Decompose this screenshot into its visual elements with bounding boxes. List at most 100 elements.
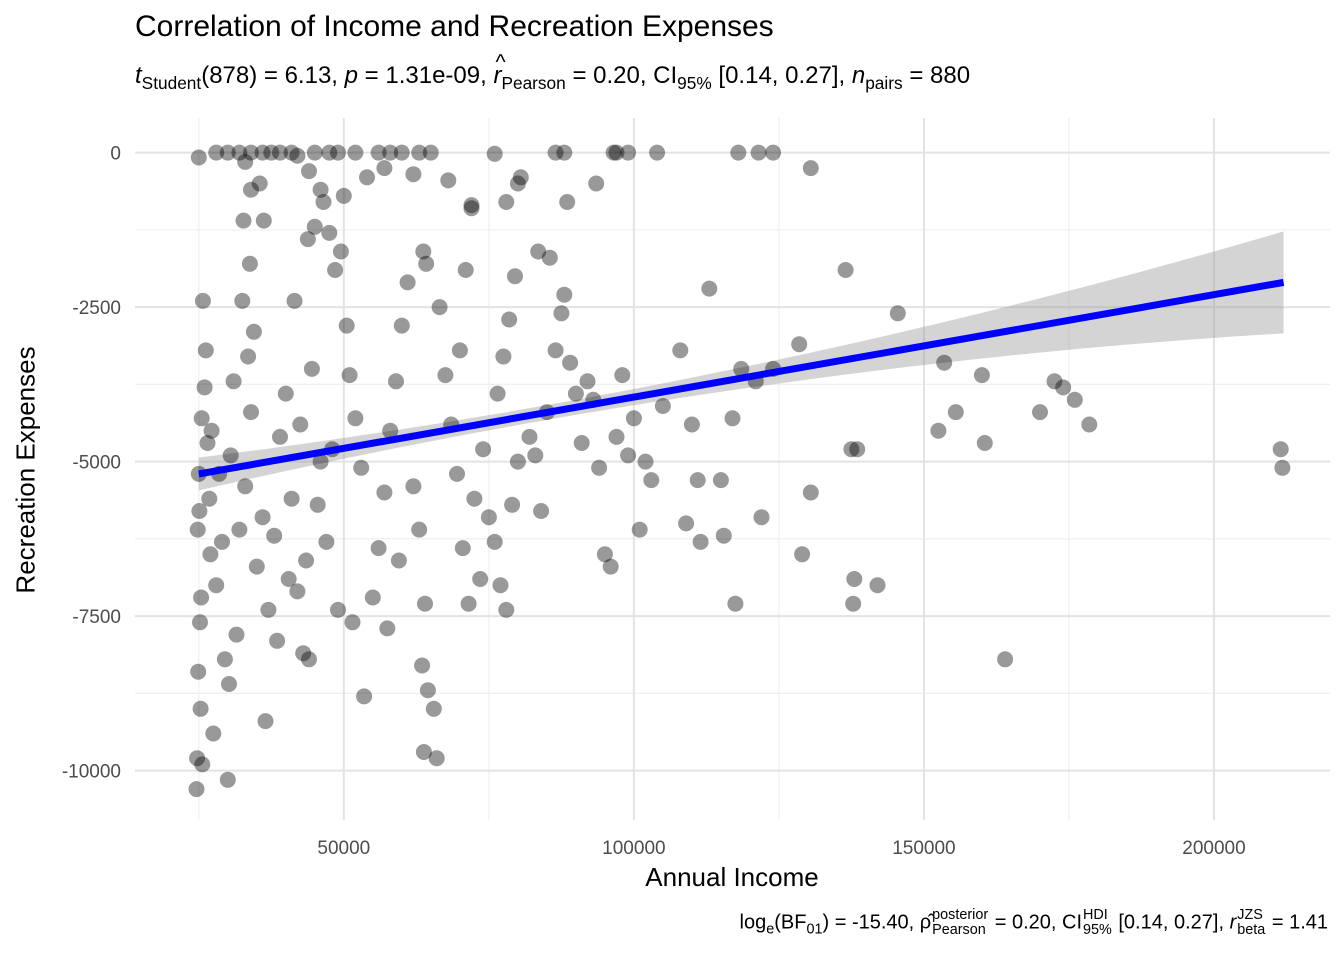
data-point bbox=[501, 311, 518, 328]
data-point bbox=[214, 533, 230, 550]
rjzs-symbol: r bbox=[1229, 911, 1237, 934]
data-point bbox=[283, 144, 300, 161]
data-point bbox=[559, 194, 576, 210]
data-point bbox=[393, 317, 410, 334]
data-point bbox=[292, 416, 309, 433]
data-point bbox=[189, 521, 206, 538]
data-point bbox=[312, 453, 329, 470]
data-point bbox=[359, 169, 375, 186]
data-point bbox=[231, 144, 248, 161]
data-point bbox=[976, 435, 993, 451]
data-point bbox=[973, 367, 990, 384]
data-point bbox=[219, 144, 236, 161]
data-point bbox=[463, 197, 480, 214]
data-point bbox=[321, 224, 338, 241]
data-point bbox=[1066, 391, 1083, 408]
data-point bbox=[272, 428, 288, 445]
data-point bbox=[765, 144, 782, 161]
data-point bbox=[724, 410, 741, 427]
rho-superscript: posterior bbox=[932, 907, 989, 923]
data-point bbox=[312, 181, 329, 198]
t-symbol: t bbox=[135, 62, 142, 89]
data-point bbox=[248, 558, 265, 575]
data-point bbox=[727, 595, 744, 612]
data-point bbox=[188, 781, 205, 798]
data-point bbox=[1055, 379, 1072, 396]
data-point bbox=[541, 249, 558, 266]
ci-superscript: HDI bbox=[1083, 907, 1108, 923]
data-point bbox=[241, 255, 258, 272]
data-point bbox=[208, 577, 225, 594]
data-point bbox=[411, 144, 428, 161]
data-point bbox=[191, 503, 208, 519]
chart-title: Correlation of Income and Recreation Exp… bbox=[135, 10, 774, 43]
ci-value-caption: [0.14, 0.27], bbox=[1118, 911, 1225, 934]
data-point bbox=[649, 144, 666, 161]
n-subscript: pairs bbox=[865, 72, 903, 93]
data-point bbox=[415, 243, 432, 260]
data-point bbox=[315, 194, 332, 210]
data-point bbox=[228, 626, 245, 643]
data-point bbox=[255, 212, 272, 229]
data-point bbox=[547, 144, 564, 161]
data-point bbox=[440, 172, 457, 189]
data-point bbox=[272, 144, 288, 161]
data-point bbox=[399, 274, 416, 291]
r-symbol: r bbox=[493, 49, 505, 90]
data-point bbox=[936, 354, 953, 371]
data-point bbox=[562, 354, 579, 371]
x-tick-label: 50000 bbox=[317, 838, 370, 859]
data-point bbox=[418, 255, 435, 272]
data-point bbox=[254, 144, 271, 161]
data-point bbox=[289, 583, 306, 600]
data-point bbox=[306, 144, 323, 161]
r-value: = 0.20, CI bbox=[572, 62, 678, 89]
data-point bbox=[382, 144, 399, 161]
data-point bbox=[845, 595, 862, 612]
data-point bbox=[332, 243, 349, 260]
data-point bbox=[527, 447, 544, 464]
data-point bbox=[390, 552, 407, 569]
data-point bbox=[299, 231, 316, 248]
y-tick-label: 0 bbox=[110, 144, 121, 165]
data-point bbox=[451, 342, 468, 359]
data-point bbox=[254, 509, 271, 526]
data-point bbox=[370, 144, 387, 161]
axis-tick-labels: 50000 100000 150000 200000 0 -2500 -5000 -7500 -… bbox=[62, 144, 1246, 859]
data-point bbox=[521, 428, 538, 445]
data-point bbox=[335, 187, 352, 204]
data-point bbox=[283, 490, 300, 507]
data-point bbox=[1032, 404, 1048, 421]
data-point bbox=[189, 750, 206, 767]
data-point bbox=[794, 546, 811, 563]
data-point bbox=[489, 385, 506, 402]
data-point bbox=[347, 410, 364, 427]
data-point bbox=[930, 422, 947, 439]
data-point bbox=[643, 472, 660, 489]
data-point bbox=[376, 160, 393, 177]
rjzs-superscript: JZS bbox=[1237, 907, 1263, 923]
data-point bbox=[289, 147, 306, 164]
data-point bbox=[190, 149, 207, 166]
data-point bbox=[579, 373, 596, 390]
data-point bbox=[997, 651, 1014, 668]
y-axis-title: Recreation Expenses bbox=[10, 346, 41, 594]
ci-subscript-caption: 95% bbox=[1083, 922, 1112, 939]
data-point bbox=[225, 373, 242, 390]
rho-symbol: ρ̂ bbox=[919, 911, 932, 934]
y-tick-label: -2500 bbox=[72, 298, 121, 319]
data-point bbox=[393, 144, 410, 161]
data-point bbox=[678, 515, 695, 532]
data-point bbox=[251, 175, 268, 192]
data-point bbox=[197, 342, 214, 359]
y-tick-label: -10000 bbox=[62, 762, 121, 783]
data-point bbox=[947, 404, 964, 421]
bayes-caption: loge(BF01) = -15.40, ρ̂ posterior Pearson … bbox=[740, 907, 1328, 939]
data-point bbox=[301, 163, 317, 180]
data-point bbox=[425, 700, 442, 717]
data-point bbox=[556, 286, 573, 303]
data-point bbox=[201, 490, 218, 507]
data-point bbox=[194, 292, 211, 309]
data-point bbox=[614, 367, 631, 384]
